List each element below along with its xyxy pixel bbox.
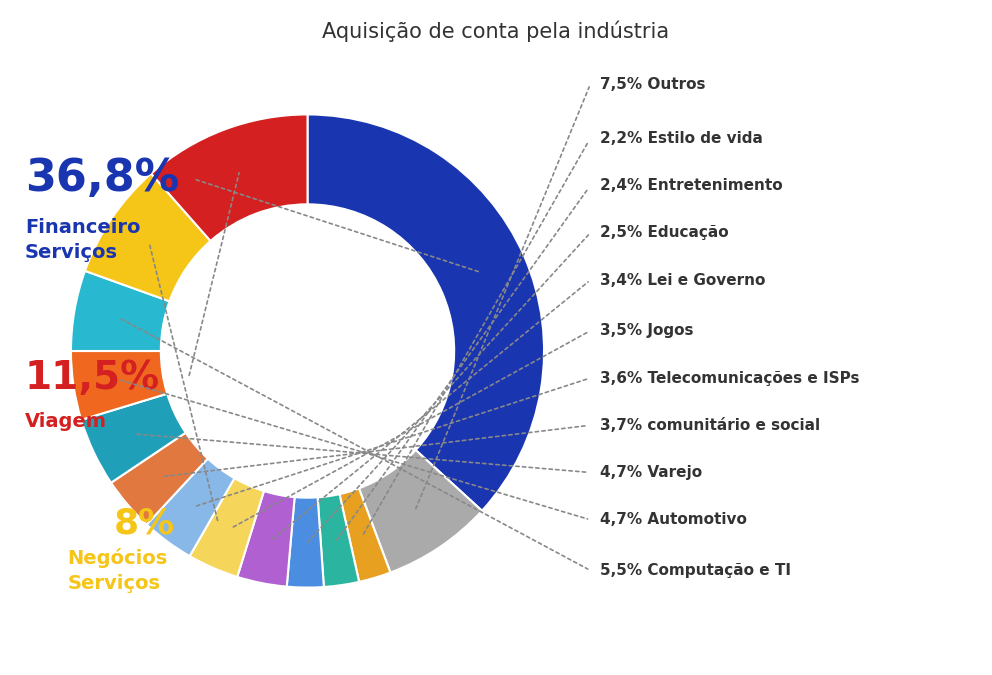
Wedge shape	[85, 173, 210, 301]
Wedge shape	[71, 351, 168, 420]
Text: 2,4% Entretenimento: 2,4% Entretenimento	[600, 178, 783, 193]
Text: 8%: 8%	[114, 506, 176, 540]
Wedge shape	[308, 115, 544, 511]
Text: Aquisição de conta pela indústria: Aquisição de conta pela indústria	[322, 20, 670, 42]
Wedge shape	[287, 497, 323, 587]
Text: 2,2% Estilo de vida: 2,2% Estilo de vida	[600, 131, 763, 146]
Wedge shape	[147, 458, 234, 556]
Wedge shape	[317, 494, 359, 587]
Text: 36,8%: 36,8%	[25, 157, 179, 200]
Text: 7,5% Outros: 7,5% Outros	[600, 77, 705, 92]
Wedge shape	[111, 433, 207, 524]
Text: 3,4% Lei e Governo: 3,4% Lei e Governo	[600, 273, 766, 288]
Text: 4,7% Varejo: 4,7% Varejo	[600, 465, 702, 480]
Wedge shape	[71, 271, 170, 351]
Text: Financeiro
Serviços: Financeiro Serviços	[25, 217, 140, 262]
Text: 2,5% Educação: 2,5% Educação	[600, 225, 729, 240]
Wedge shape	[151, 115, 308, 241]
Text: 3,7% comunitário e social: 3,7% comunitário e social	[600, 418, 820, 433]
Wedge shape	[237, 491, 295, 587]
Text: 3,6% Telecomunicações e ISPs: 3,6% Telecomunicações e ISPs	[600, 371, 860, 385]
Text: Viagem: Viagem	[25, 412, 107, 431]
Wedge shape	[189, 478, 264, 577]
Text: 11,5%: 11,5%	[25, 359, 160, 397]
Text: 3,5% Jogos: 3,5% Jogos	[600, 323, 693, 338]
Text: 5,5% Computação e TI: 5,5% Computação e TI	[600, 563, 792, 578]
Wedge shape	[81, 394, 186, 483]
Text: Negócios
Serviços: Negócios Serviços	[67, 548, 168, 593]
Wedge shape	[339, 488, 391, 582]
Text: 4,7% Automotivo: 4,7% Automotivo	[600, 512, 747, 527]
Wedge shape	[359, 450, 482, 572]
